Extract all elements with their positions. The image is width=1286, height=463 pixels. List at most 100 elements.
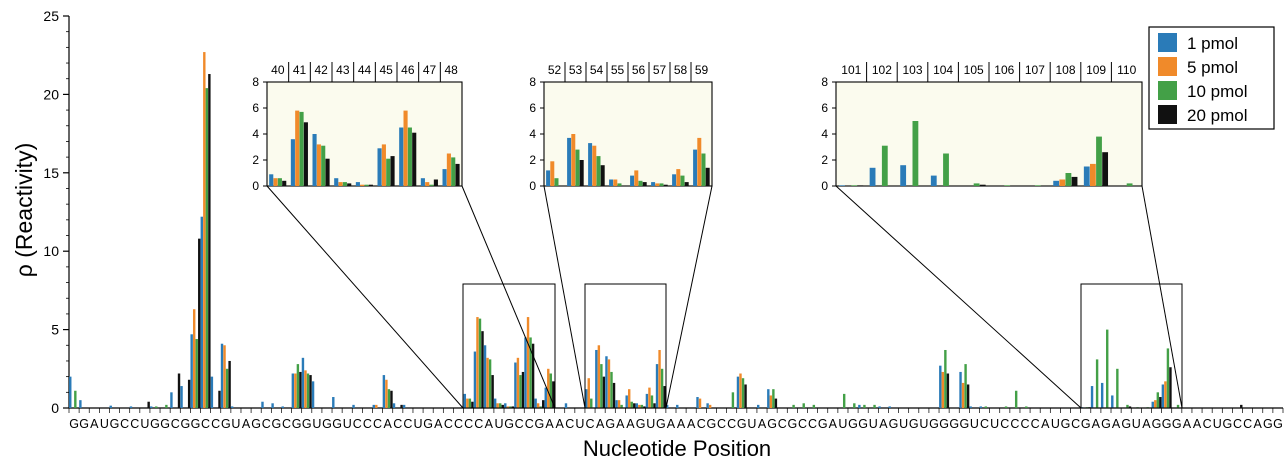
bar <box>1161 384 1165 408</box>
bar <box>595 349 598 408</box>
nucleotide-label: G <box>180 417 190 431</box>
bar <box>170 392 173 408</box>
bar <box>544 387 547 408</box>
inset-y-tick-label: 8 <box>529 75 536 89</box>
bar <box>509 406 512 408</box>
nucleotide-label: U <box>899 417 908 431</box>
inset-position-label: 105 <box>964 63 984 77</box>
nucleotide-label: G <box>1152 417 1162 431</box>
zoom-connector <box>461 185 556 409</box>
inset-y-tick-label: 6 <box>821 101 828 115</box>
inset-bar <box>609 179 614 186</box>
zoom-connector <box>1141 185 1183 409</box>
bar <box>939 365 942 408</box>
bar <box>499 403 502 408</box>
bar <box>332 397 335 408</box>
bar <box>665 404 669 408</box>
nucleotide-label: C <box>444 417 453 431</box>
bar <box>491 375 494 408</box>
inset-position-label: 107 <box>1025 63 1045 77</box>
bar <box>261 401 264 408</box>
inset-bar <box>930 175 937 186</box>
nucleotide-label: U <box>312 417 321 431</box>
bar <box>529 337 532 408</box>
inset-bar <box>659 183 664 186</box>
nucleotide-label: U <box>414 417 423 431</box>
nucleotide-label: A <box>90 417 99 431</box>
legend-label: 20 pmol <box>1187 106 1247 125</box>
inset-y-tick-label: 2 <box>252 153 259 167</box>
nucleotide-label: G <box>707 417 717 431</box>
bar <box>486 357 489 408</box>
bar <box>655 364 659 408</box>
bar <box>149 406 153 408</box>
x-axis-label: Nucleotide Position <box>583 436 771 461</box>
bar <box>1111 395 1114 408</box>
bar <box>304 370 307 408</box>
bar <box>812 404 816 408</box>
inset-y-tick-label: 4 <box>821 127 828 141</box>
nucleotide-label: U <box>575 417 584 431</box>
inset-bar <box>368 184 373 186</box>
inset-y-tick-label: 2 <box>821 153 828 167</box>
nucleotide-label: A <box>1041 417 1050 431</box>
y-tick-label: 20 <box>43 86 59 102</box>
nucleotide-label: G <box>949 417 959 431</box>
nucleotide-label: G <box>79 417 89 431</box>
bar <box>534 398 537 408</box>
nucleotide-label: C <box>474 417 483 431</box>
nucleotide-label: G <box>1081 417 1091 431</box>
bar <box>481 331 484 408</box>
bar <box>1166 348 1170 408</box>
bar <box>74 390 77 408</box>
bar <box>552 381 555 408</box>
nucleotide-label: U <box>919 417 928 431</box>
bar <box>521 371 525 408</box>
bar <box>756 404 760 408</box>
bar <box>190 334 193 408</box>
nucleotide-label: A <box>384 417 393 431</box>
inset-bar <box>900 165 907 186</box>
inset-bar <box>425 182 430 186</box>
inset-bar <box>857 185 864 186</box>
nucleotide-label: C <box>1243 417 1252 431</box>
inset-bar <box>693 149 698 186</box>
inset-position-label: 40 <box>271 63 285 77</box>
bar <box>984 406 988 408</box>
inset-bar <box>881 145 888 186</box>
bar <box>69 376 72 408</box>
bar <box>79 400 82 408</box>
nucleotide-label: G <box>272 417 282 431</box>
bar <box>873 404 876 408</box>
nucleotide-label: C <box>393 417 402 431</box>
bar <box>514 362 517 408</box>
bar <box>610 371 613 408</box>
bar <box>1126 404 1129 408</box>
nucleotide-label: G <box>1121 417 1131 431</box>
inset-bar <box>295 110 300 186</box>
bar <box>463 393 467 408</box>
inset-bar <box>312 134 317 186</box>
inset-position-label: 106 <box>994 63 1014 77</box>
inset-bar <box>676 169 681 186</box>
bar <box>597 345 601 408</box>
bar <box>385 379 388 408</box>
bar <box>602 376 606 408</box>
nucleotide-label: U <box>869 417 878 431</box>
inset-bar <box>638 180 643 186</box>
nucleotide-label: G <box>929 417 939 431</box>
inset-bar <box>705 167 710 186</box>
inset-y-tick-label: 0 <box>529 179 536 193</box>
y-tick-label: 5 <box>51 322 59 338</box>
nucleotide-label: G <box>737 417 747 431</box>
inset-y-tick-label: 6 <box>529 101 536 115</box>
nucleotide-label: A <box>1254 417 1263 431</box>
nucleotide-label: C <box>697 417 706 431</box>
inset-bar <box>588 143 593 186</box>
zoom-connector <box>266 185 464 409</box>
nucleotide-label: A <box>1112 417 1121 431</box>
nucleotide-label: G <box>889 417 899 431</box>
inset-bar <box>399 127 404 186</box>
y-tick-label: 25 <box>43 8 59 24</box>
